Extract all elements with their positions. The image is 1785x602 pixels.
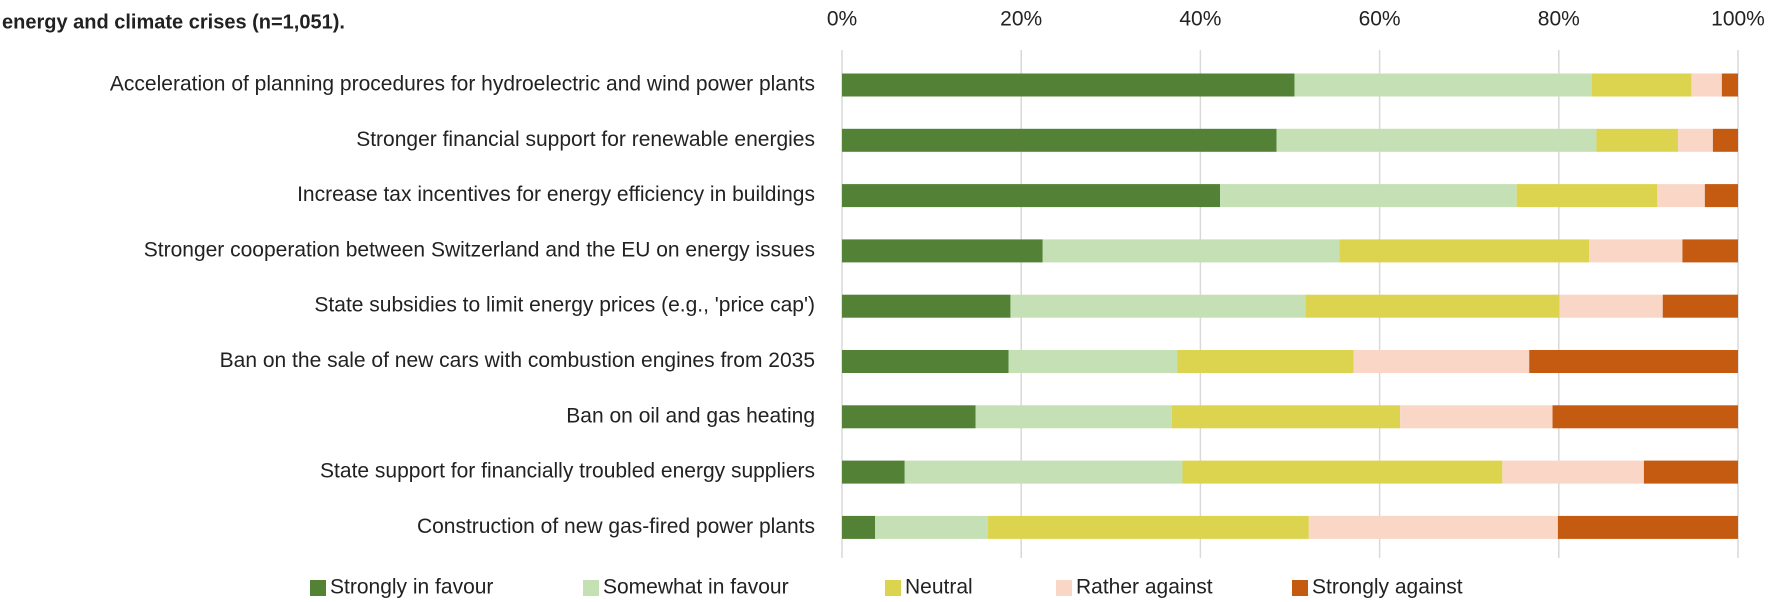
legend-label: Somewhat in favour <box>603 576 789 599</box>
category-label: State subsidies to limit energy prices (… <box>314 294 815 317</box>
bar-segment <box>1704 184 1738 208</box>
bar-segment <box>1308 515 1558 539</box>
legend-swatch <box>310 580 326 596</box>
bar-segment <box>1557 515 1738 539</box>
category-label: Construction of new gas-fired power plan… <box>417 515 815 538</box>
x-tick-label: 20% <box>1000 8 1042 31</box>
chart-title: energy and climate crises (n=1,051). <box>2 11 345 33</box>
x-tick-label: 80% <box>1538 8 1580 31</box>
bar-segment <box>842 184 1221 208</box>
bar-segment <box>1662 294 1738 318</box>
legend-label: Strongly in favour <box>330 576 493 599</box>
bar-segment <box>988 515 1309 539</box>
legend-label: Strongly against <box>1312 576 1463 599</box>
legend-swatch <box>583 580 599 596</box>
bar-segment <box>975 405 1172 429</box>
legend-label: Neutral <box>905 576 973 599</box>
bar-segment <box>1042 239 1340 263</box>
bar-segment <box>842 239 1043 263</box>
bar-segment <box>1529 350 1738 373</box>
bar-segment <box>1294 73 1592 97</box>
x-tick-label: 40% <box>1179 8 1221 31</box>
legend-swatch <box>885 580 901 596</box>
bar-segment <box>842 350 1009 373</box>
bar-segment <box>1220 184 1517 208</box>
category-label: Acceleration of planning procedures for … <box>110 73 815 96</box>
x-tick-label: 60% <box>1359 8 1401 31</box>
legend-swatch <box>1056 580 1072 596</box>
legend-swatch <box>1292 580 1308 596</box>
bar-segment <box>1657 184 1705 208</box>
category-label: Stronger financial support for renewable… <box>356 128 815 151</box>
bar-segment <box>1712 128 1738 152</box>
bar-segment <box>1010 294 1306 318</box>
bar-segment <box>1177 350 1354 373</box>
bar-segment <box>1516 184 1658 208</box>
category-label: Increase tax incentives for energy effic… <box>297 183 815 206</box>
bar-segment <box>1008 350 1178 373</box>
bar-segment <box>1400 405 1553 429</box>
bar-segment <box>1721 73 1738 97</box>
bar-segment <box>1691 73 1722 97</box>
bar-segment <box>1339 239 1590 263</box>
x-tick-label: 100% <box>1711 8 1765 31</box>
bar-segment <box>842 405 976 429</box>
category-label: State support for financially troubled e… <box>320 460 815 483</box>
category-label: Stronger cooperation between Switzerland… <box>144 238 815 261</box>
bar-segment <box>1305 294 1560 318</box>
bar-segment <box>1276 128 1597 152</box>
legend-label: Rather against <box>1076 576 1213 599</box>
bar-segment <box>1596 128 1678 152</box>
bar-segment <box>1353 350 1530 373</box>
bar-segment <box>1502 460 1644 484</box>
bar-segment <box>1591 73 1692 97</box>
x-tick-label: 0% <box>827 8 857 31</box>
bar-segment <box>1589 239 1683 263</box>
category-label: Ban on the sale of new cars with combust… <box>220 349 815 372</box>
bar-segment <box>1682 239 1738 263</box>
bar-segment <box>1171 405 1401 429</box>
bar-segment <box>842 294 1011 318</box>
bar-segment <box>1182 460 1503 484</box>
bar-segment <box>875 515 989 539</box>
category-label: Ban on oil and gas heating <box>566 404 815 427</box>
bar-segment <box>842 128 1277 152</box>
bar-segment <box>1643 460 1738 484</box>
bar-segment <box>842 460 905 484</box>
bar-segment <box>1552 405 1738 429</box>
bar-segment <box>904 460 1183 484</box>
bar-segment <box>842 73 1295 97</box>
bar-segment <box>1559 294 1663 318</box>
bar-segment <box>1677 128 1713 152</box>
bar-segment <box>842 515 876 539</box>
